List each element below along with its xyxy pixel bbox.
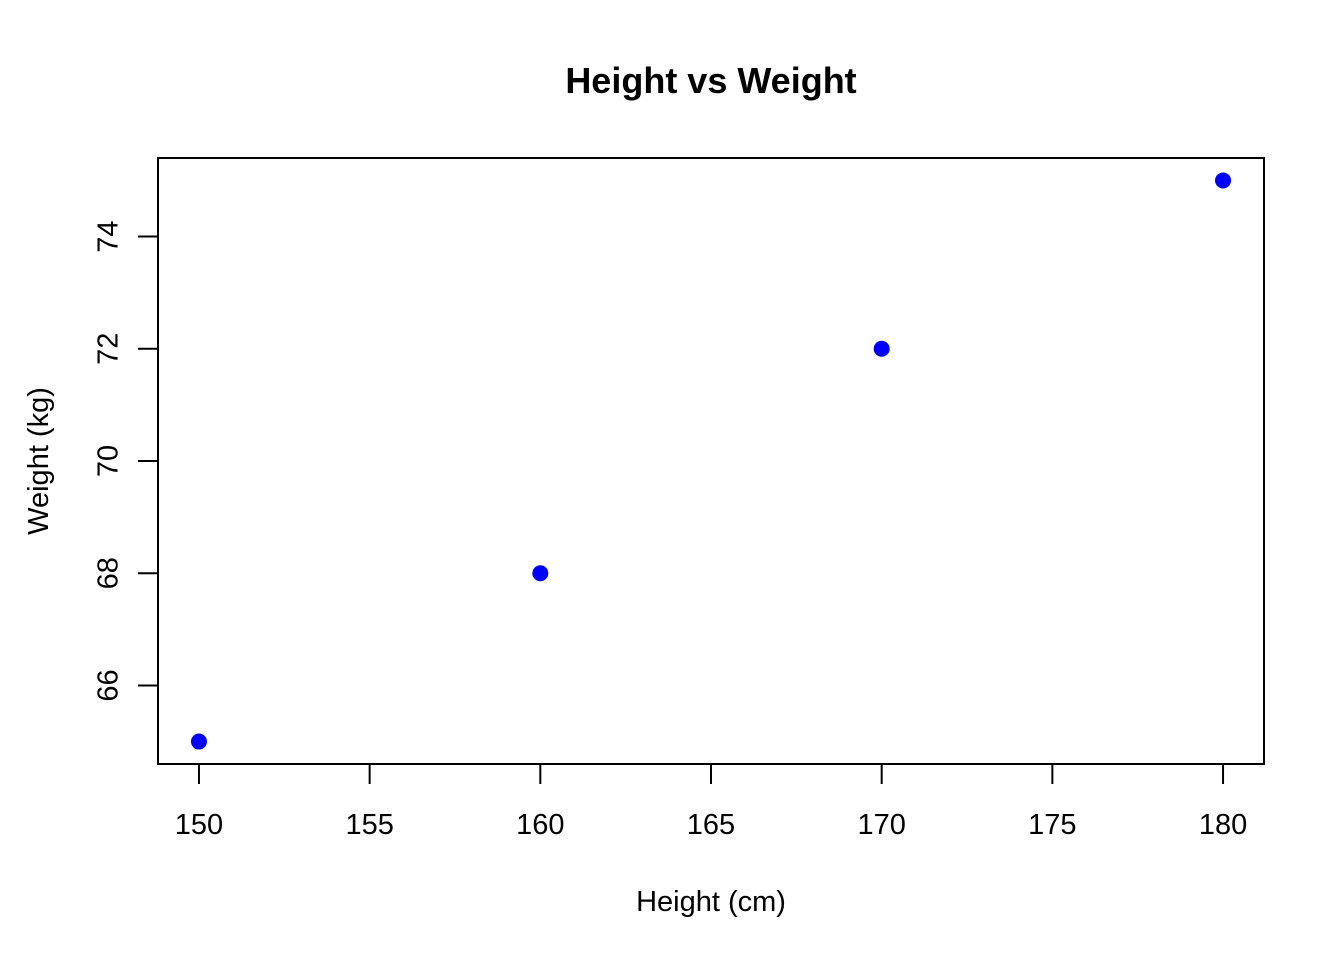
y-tick-label: 72 <box>93 333 125 365</box>
data-point <box>873 340 890 357</box>
y-tick-label: 68 <box>93 557 125 589</box>
x-axis-label: Height (cm) <box>636 886 786 918</box>
y-tick-label: 66 <box>93 669 125 701</box>
x-tick-label: 165 <box>687 809 735 841</box>
x-axis: 150 155 160 165 170 175 180 <box>175 763 1247 841</box>
data-point <box>1215 172 1232 189</box>
x-tick-label: 175 <box>1028 809 1076 841</box>
data-point <box>190 733 207 750</box>
y-tick-label: 70 <box>93 445 125 477</box>
x-tick-label: 180 <box>1199 809 1247 841</box>
data-points <box>190 172 1232 750</box>
x-tick-label: 155 <box>345 809 393 841</box>
y-axis-label: Weight (kg) <box>23 387 55 535</box>
data-point <box>532 565 549 582</box>
plot-frame <box>157 157 1265 765</box>
y-tick-label: 74 <box>93 220 125 252</box>
y-axis: 66 68 70 72 74 <box>93 220 159 702</box>
x-tick-label: 160 <box>516 809 564 841</box>
x-tick-label: 170 <box>857 809 905 841</box>
chart-title: Height vs Weight <box>565 60 856 101</box>
x-tick-label: 150 <box>175 809 223 841</box>
